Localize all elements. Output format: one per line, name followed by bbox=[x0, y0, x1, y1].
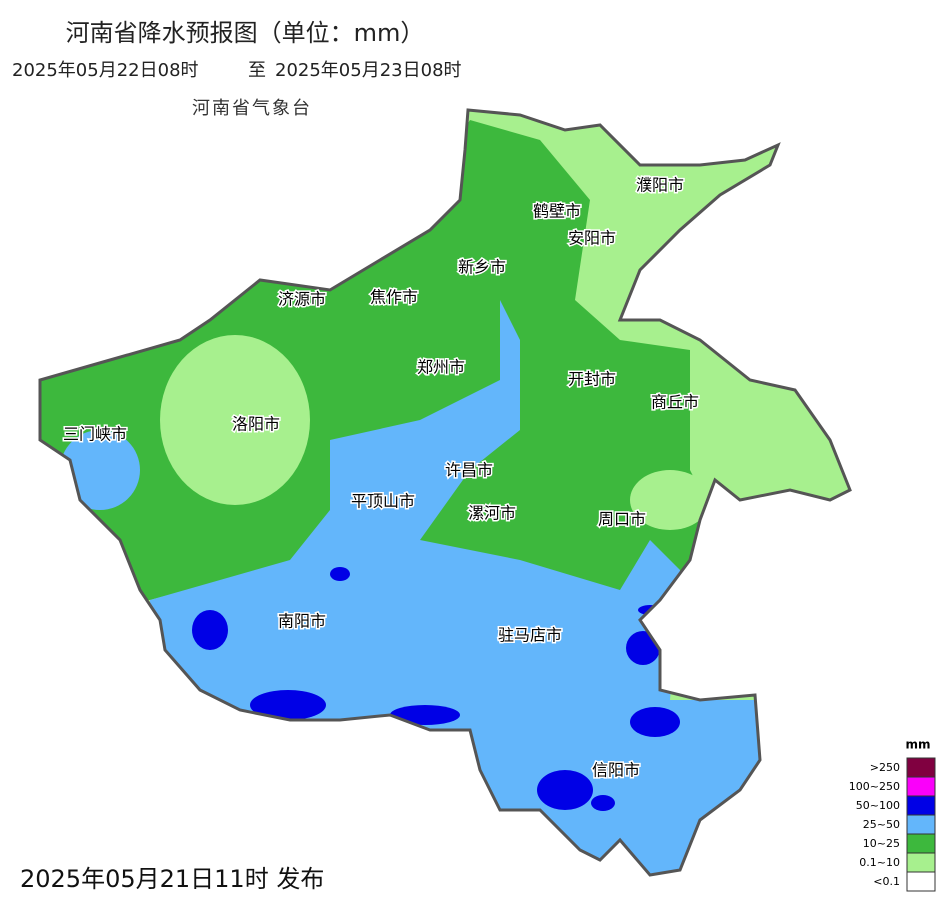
legend-label: 100~250 bbox=[849, 780, 900, 793]
legend-swatch bbox=[906, 814, 936, 835]
city-label: 濮阳市 bbox=[636, 176, 684, 195]
agency: 河南省气象台 bbox=[192, 98, 312, 119]
period-end: 2025年05月23日08时 bbox=[275, 60, 462, 81]
city-label: 开封市 bbox=[568, 370, 616, 389]
area-rainstorm bbox=[537, 770, 593, 810]
city-label: 安阳市 bbox=[568, 229, 616, 248]
legend-label: >250 bbox=[870, 761, 900, 774]
city-label: 焦作市 bbox=[370, 288, 418, 307]
area-rainstorm bbox=[192, 610, 228, 650]
city-label: 漯河市 bbox=[468, 504, 516, 523]
city-label: 洛阳市 bbox=[232, 415, 280, 434]
area-rainstorm bbox=[626, 631, 660, 665]
legend-label: 10~25 bbox=[863, 837, 900, 850]
area-heavy-rain bbox=[60, 430, 140, 510]
province-border bbox=[38, 108, 852, 877]
legend-label: 0.1~10 bbox=[859, 856, 900, 869]
area-rainstorm bbox=[630, 707, 680, 737]
period-separator: 至 bbox=[248, 60, 266, 81]
legend-swatch bbox=[906, 833, 936, 854]
legend-swatch bbox=[906, 776, 936, 797]
legend-label: 25~50 bbox=[863, 818, 900, 831]
city-label: 信阳市 bbox=[592, 761, 640, 780]
city-label: 三门峡市 bbox=[63, 425, 127, 444]
area-rainstorm bbox=[390, 705, 460, 725]
city-label: 驻马店市 bbox=[498, 626, 562, 645]
city-label: 郑州市 bbox=[417, 358, 465, 377]
legend: mm >250 100~250 50~100 25~50 10~25 0.1~10 <0.1 bbox=[849, 738, 936, 892]
city-label: 许昌市 bbox=[445, 461, 493, 480]
legend-swatch bbox=[906, 852, 936, 873]
legend-label: 50~100 bbox=[856, 799, 900, 812]
issue-time: 2025年05月21日11时 发布 bbox=[20, 865, 324, 893]
area-rainstorm bbox=[250, 690, 326, 720]
area-light-rain bbox=[160, 335, 310, 505]
city-label: 周口市 bbox=[598, 510, 646, 529]
area-light-rain bbox=[630, 470, 710, 530]
legend-label: <0.1 bbox=[873, 875, 900, 888]
map-title: 河南省降水预报图（单位：mm） bbox=[66, 19, 425, 47]
legend-unit: mm bbox=[905, 738, 930, 752]
legend-swatch bbox=[906, 757, 936, 778]
city-label: 南阳市 bbox=[278, 612, 326, 631]
city-label: 商丘市 bbox=[651, 393, 699, 412]
city-label: 鹤壁市 bbox=[533, 202, 581, 221]
area-rainstorm bbox=[330, 567, 350, 581]
city-label: 新乡市 bbox=[458, 258, 506, 277]
period-start: 2025年05月22日08时 bbox=[12, 60, 199, 81]
city-label: 济源市 bbox=[278, 290, 326, 309]
area-rainstorm bbox=[591, 795, 615, 811]
legend-swatch bbox=[906, 871, 936, 892]
city-label: 平顶山市 bbox=[351, 492, 415, 511]
legend-swatch bbox=[906, 795, 936, 816]
